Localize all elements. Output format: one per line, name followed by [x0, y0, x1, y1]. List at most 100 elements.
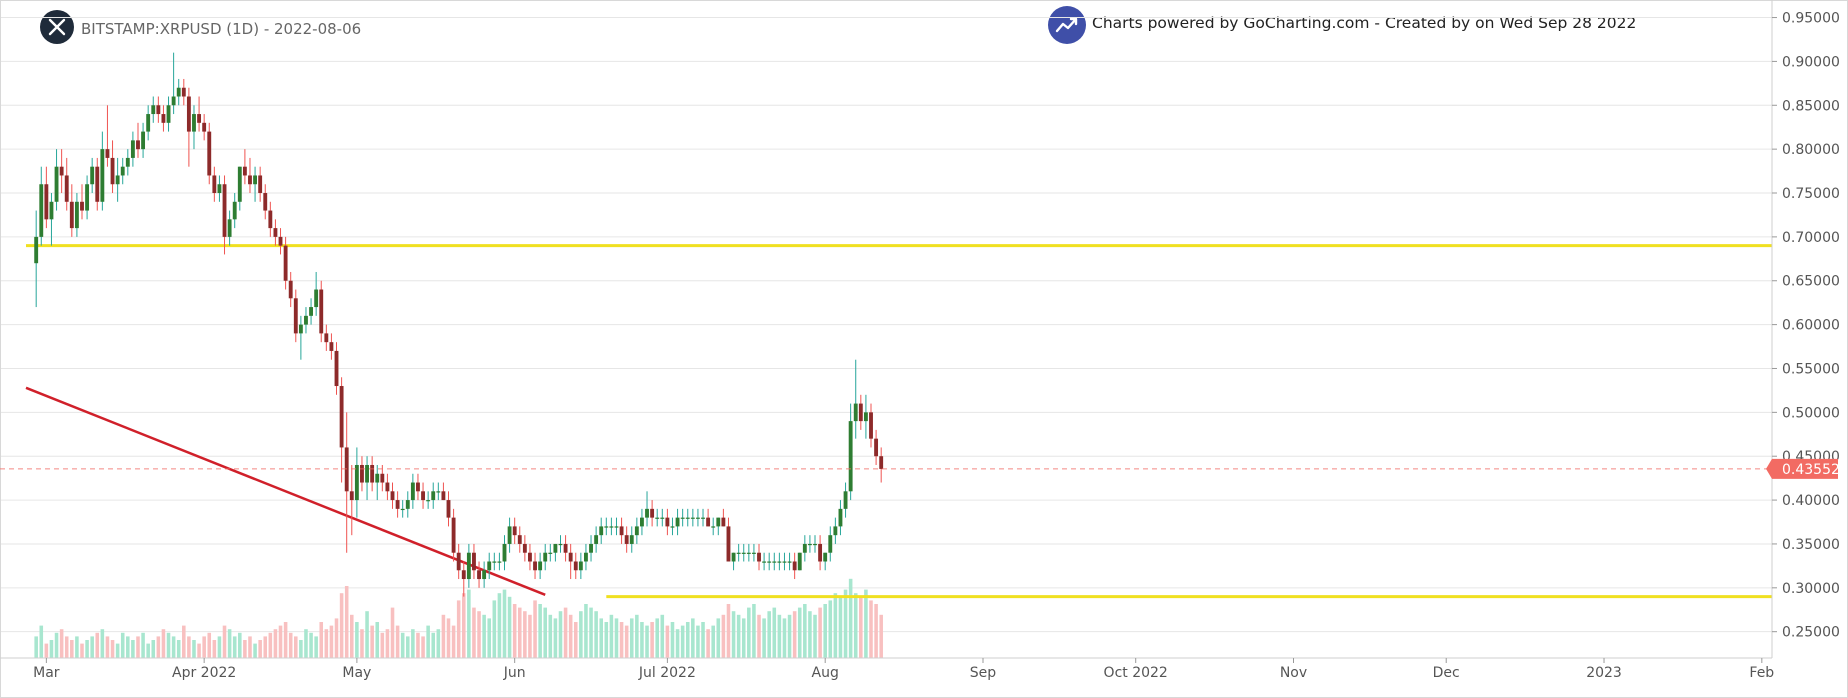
trend-up-icon[interactable]: [1048, 6, 1086, 44]
volume-bar: [120, 632, 125, 658]
candle-body: [156, 105, 161, 115]
candle-body: [44, 184, 49, 220]
volume-bar: [853, 593, 858, 658]
last-price-label: 0.43552: [1782, 462, 1840, 478]
volume-bar: [757, 614, 761, 658]
volume-bar: [528, 614, 532, 658]
volume-bar: [696, 625, 700, 658]
volume-bar: [64, 636, 69, 658]
volume-bar: [680, 625, 685, 658]
volume-bar: [187, 636, 191, 658]
time-tick-label: Jul 2022: [638, 665, 696, 681]
volume-bar: [859, 596, 863, 658]
candle-body: [197, 114, 202, 123]
volume-bar: [543, 607, 548, 658]
candle-body: [125, 157, 130, 167]
volume-bar: [685, 622, 690, 658]
volume-bar: [299, 640, 303, 658]
chart-credit-label[interactable]: Charts powered by GoCharting.com - Creat…: [1092, 14, 1637, 32]
volume-bar: [517, 607, 522, 658]
candle-body: [288, 280, 293, 299]
candle-body: [380, 473, 385, 483]
candle-body: [807, 543, 812, 546]
candle-body: [365, 464, 369, 483]
chart-symbol-label: BITSTAMP:XRPUSD (1D) - 2022-08-06: [81, 20, 362, 38]
candle-body: [823, 552, 828, 562]
volume-bar: [594, 611, 598, 658]
volume-bar: [95, 632, 100, 658]
price-tick-label: 0.95000: [1782, 11, 1840, 27]
price-tick-label: 0.35000: [1782, 537, 1840, 553]
volume-bar: [777, 614, 782, 658]
candle-body: [604, 526, 609, 528]
volume-bar: [207, 632, 212, 658]
candle-body: [553, 543, 558, 553]
volume-bar: [49, 640, 54, 658]
candle-body: [431, 491, 436, 501]
volume-bar: [365, 611, 369, 658]
volume-bar: [273, 629, 278, 658]
volume-bar: [563, 607, 568, 658]
candle-body: [85, 184, 90, 211]
candle-body: [522, 543, 527, 553]
volume-bar: [762, 618, 766, 658]
candle-body: [634, 526, 639, 536]
candle-body: [853, 403, 858, 422]
volume-bar: [436, 629, 441, 658]
volume-bar: [451, 625, 456, 658]
candle-body: [701, 517, 705, 519]
candle-body: [680, 517, 685, 519]
candle-body: [329, 342, 334, 351]
volume-bar: [843, 589, 848, 658]
candle-body: [59, 166, 64, 176]
volume-bar: [787, 614, 792, 658]
volume-bar: [584, 604, 588, 658]
candle-body: [370, 464, 375, 483]
time-tick-label: Nov: [1280, 665, 1307, 681]
candle-body: [161, 114, 166, 123]
volume-bar: [100, 629, 105, 658]
candle-body: [74, 201, 79, 229]
time-tick-label: Mar: [33, 665, 60, 681]
candle-body: [502, 543, 507, 562]
volume-bar: [441, 614, 446, 658]
volume-bar: [512, 604, 517, 658]
last-price-marker: 0.43552: [0, 458, 1840, 479]
price-tick-label: 0.30000: [1782, 581, 1840, 597]
candle-body: [304, 315, 308, 325]
candle-body: [258, 175, 263, 194]
candle-body: [512, 526, 517, 536]
volume-bar: [782, 618, 787, 658]
volume-bar: [304, 629, 308, 658]
volume-bar: [629, 618, 634, 658]
volume-bar: [573, 622, 578, 658]
volume-bar: [711, 625, 715, 658]
volume-bar: [309, 632, 313, 658]
volume-bar: [701, 622, 705, 658]
candle-body: [573, 561, 578, 571]
candle-body: [558, 543, 563, 546]
candle-body: [64, 175, 69, 202]
volume-bar: [726, 604, 731, 658]
candle-body: [858, 403, 863, 422]
volume-bar: [105, 636, 110, 658]
volume-bar: [400, 632, 405, 658]
volume-bar: [421, 636, 425, 658]
candle-body: [416, 482, 420, 492]
time-tick-label: Feb: [1749, 665, 1774, 681]
candle-body: [563, 543, 568, 553]
volume-bar: [156, 636, 161, 658]
volume-bar: [538, 604, 542, 658]
time-tick-label: Sep: [970, 665, 997, 681]
volume-bar: [395, 625, 400, 658]
volume-bar: [238, 632, 242, 658]
candle-body: [360, 464, 364, 483]
price-tick-label: 0.65000: [1782, 274, 1840, 290]
candle-body: [848, 421, 853, 492]
candle-body: [293, 298, 298, 334]
volume-bar: [39, 625, 44, 658]
volume-bar: [461, 593, 466, 658]
candle-body: [619, 526, 624, 536]
candle-body: [339, 386, 344, 448]
